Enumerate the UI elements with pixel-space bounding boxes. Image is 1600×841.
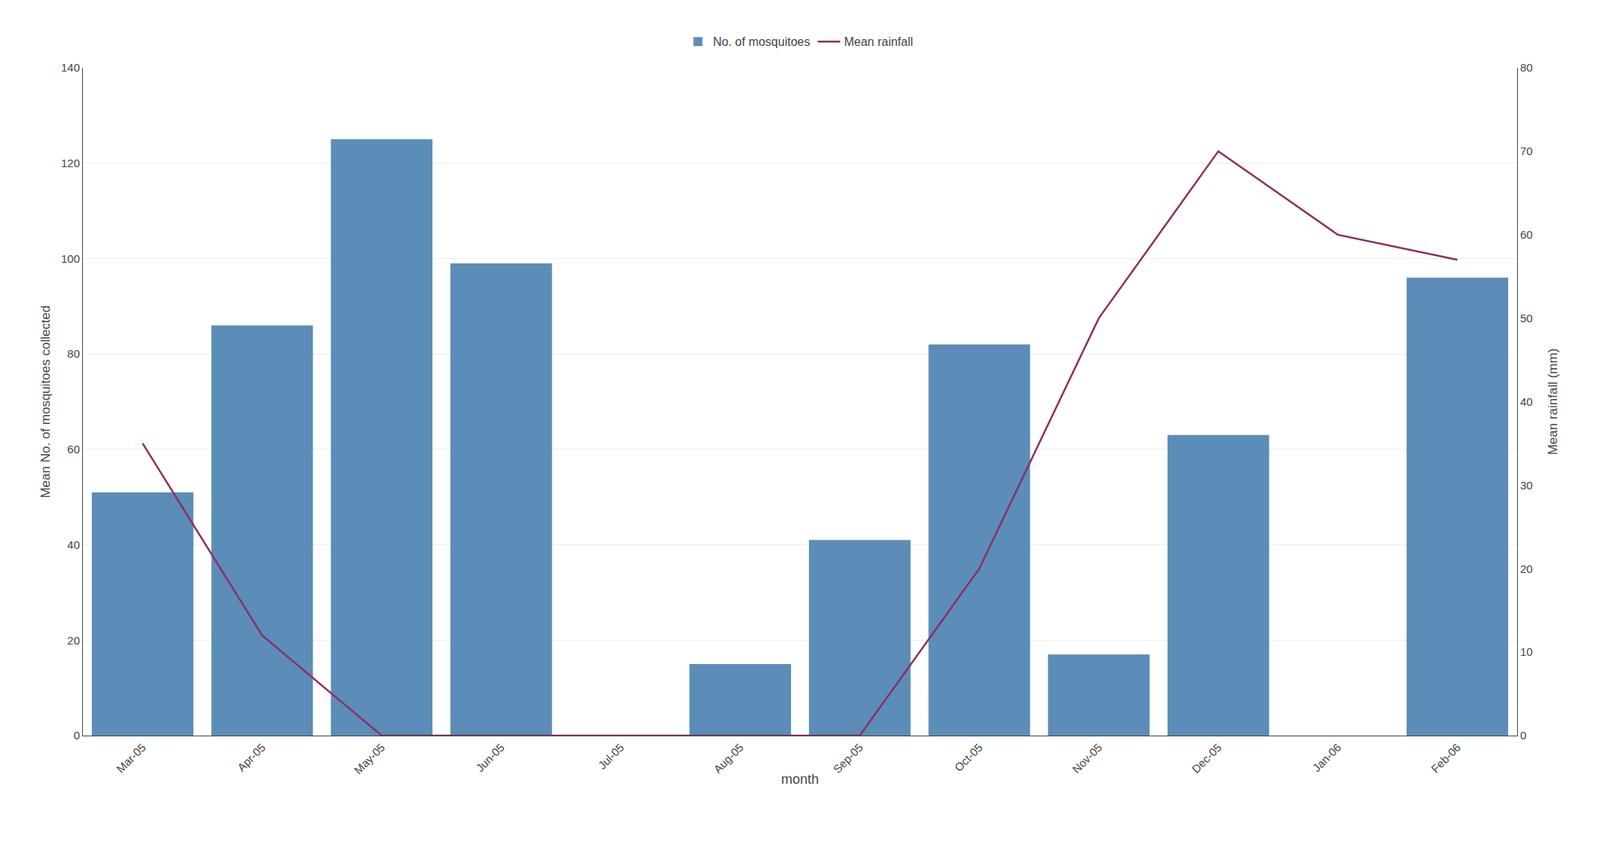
svg-text:May-05: May-05: [351, 741, 388, 777]
svg-text:20: 20: [1520, 562, 1533, 576]
svg-text:30: 30: [1520, 479, 1533, 492]
svg-text:Jul-05: Jul-05: [595, 741, 627, 773]
svg-text:70: 70: [1520, 144, 1533, 158]
svg-text:80: 80: [67, 347, 80, 361]
svg-text:Sep-05: Sep-05: [830, 741, 866, 776]
svg-text:Mean No. of mosquitoes collect: Mean No. of mosquitoes collected: [38, 305, 53, 498]
svg-text:No. of mosquitoes: No. of mosquitoes: [713, 35, 811, 49]
svg-text:0: 0: [1520, 729, 1527, 742]
svg-text:80: 80: [1520, 61, 1533, 74]
svg-text:20: 20: [67, 634, 80, 648]
svg-text:Dec-05: Dec-05: [1189, 741, 1225, 776]
svg-text:60: 60: [1520, 228, 1533, 242]
svg-text:120: 120: [61, 156, 80, 170]
svg-text:Mean rainfall: Mean rainfall: [843, 35, 913, 49]
svg-text:40: 40: [67, 538, 80, 552]
svg-text:Aug-05: Aug-05: [711, 741, 746, 776]
svg-text:10: 10: [1520, 645, 1533, 659]
svg-text:40: 40: [1520, 395, 1533, 409]
svg-text:Mar-05: Mar-05: [113, 741, 149, 776]
svg-text:60: 60: [67, 442, 80, 456]
svg-text:100: 100: [61, 252, 80, 266]
svg-text:50: 50: [1520, 311, 1533, 325]
svg-text:Nov-05: Nov-05: [1069, 741, 1105, 776]
svg-text:Oct-05: Oct-05: [952, 741, 986, 775]
svg-text:Jun-05: Jun-05: [473, 741, 507, 775]
svg-text:Mean rainfall (mm): Mean rainfall (mm): [1545, 348, 1561, 456]
svg-text:month: month: [781, 772, 819, 788]
svg-text:Jan-06: Jan-06: [1309, 741, 1344, 775]
svg-text:0: 0: [73, 729, 80, 742]
svg-text:140: 140: [61, 61, 80, 74]
svg-text:Apr-05: Apr-05: [235, 741, 269, 775]
svg-text:Feb-06: Feb-06: [1428, 741, 1463, 776]
